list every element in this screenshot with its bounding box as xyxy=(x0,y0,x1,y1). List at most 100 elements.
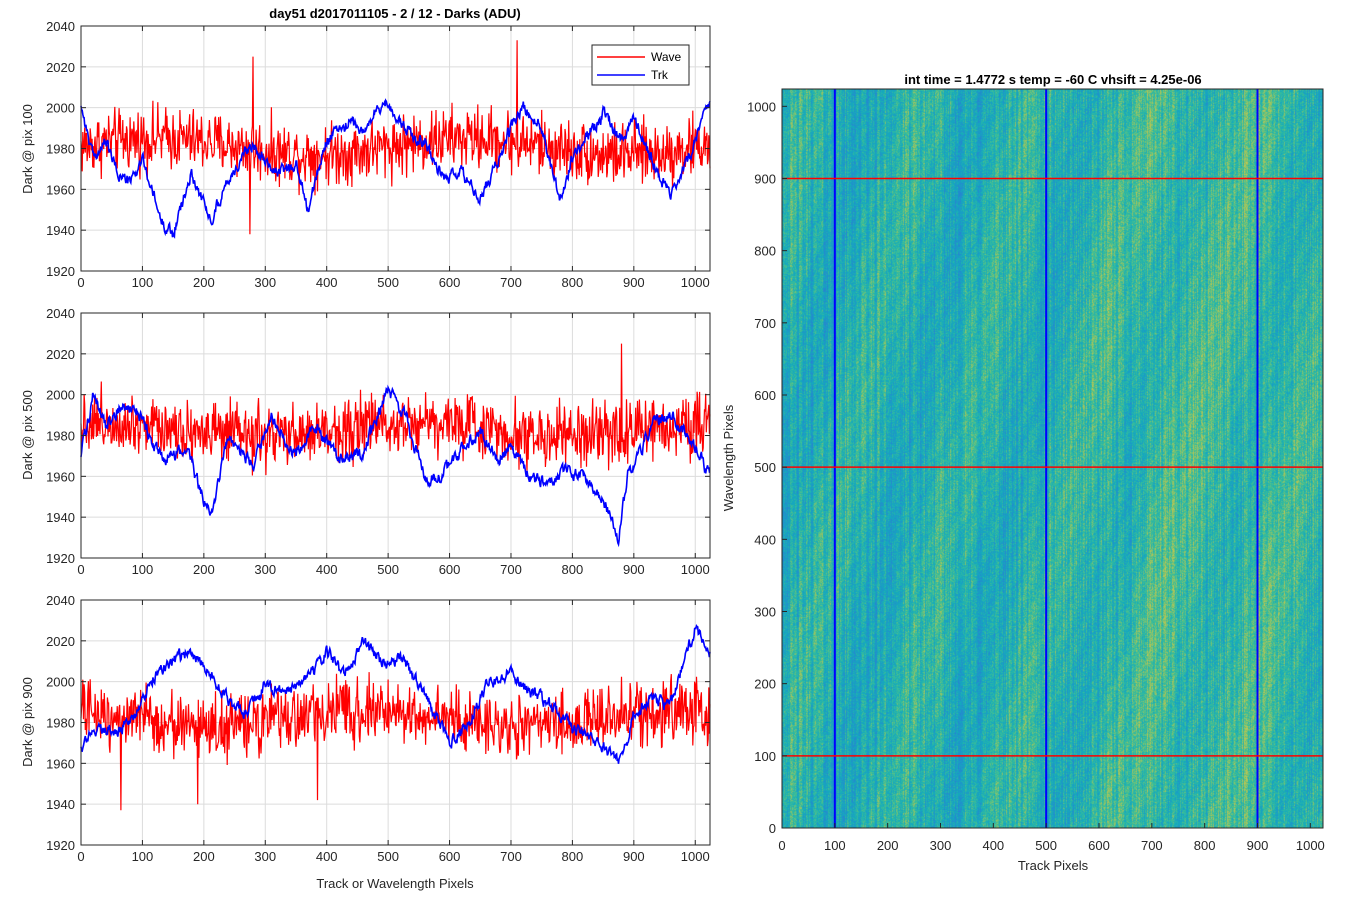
x-tick-label: 800 xyxy=(562,562,584,577)
heatmap-x-tick-label: 900 xyxy=(1247,838,1269,853)
series-line-wave xyxy=(80,672,711,811)
heatmap-image xyxy=(782,89,1323,828)
heatmap-title: int time = 1.4772 s temp = -60 C vhsift … xyxy=(904,72,1201,87)
y-tick-label: 1960 xyxy=(46,469,75,484)
y-tick-label: 2000 xyxy=(46,388,75,403)
heatmap-x-tick-label: 800 xyxy=(1194,838,1216,853)
x-tick-label: 400 xyxy=(316,275,338,290)
heatmap-y-tick-label: 500 xyxy=(754,460,776,475)
x-tick-label: 1000 xyxy=(681,562,710,577)
x-tick-label: 200 xyxy=(193,849,215,864)
heatmap-y-tick-label: 100 xyxy=(754,749,776,764)
x-tick-label: 500 xyxy=(377,849,399,864)
y-tick-label: 1960 xyxy=(46,756,75,771)
x-tick-label: 200 xyxy=(193,562,215,577)
series-line-wave xyxy=(80,40,711,235)
heatmap-y-tick-label: 900 xyxy=(754,171,776,186)
x-tick-label: 800 xyxy=(562,849,584,864)
x-tick-label: 500 xyxy=(377,275,399,290)
x-tick-label: 600 xyxy=(439,275,461,290)
heatmap-x-tick-label: 400 xyxy=(982,838,1004,853)
legend-box xyxy=(591,44,690,86)
x-tick-label: 300 xyxy=(254,275,276,290)
x-tick-label: 1000 xyxy=(681,849,710,864)
y-tick-label: 2020 xyxy=(46,347,75,362)
y-tick-label: 2000 xyxy=(46,101,75,116)
series-line-trk xyxy=(80,384,711,548)
heatmap-panel: int time = 1.4772 s temp = -60 C vhsift … xyxy=(721,72,1325,873)
series-line-trk xyxy=(80,623,711,764)
heatmap-y-tick-label: 700 xyxy=(754,316,776,331)
y-tick-label: 2020 xyxy=(46,634,75,649)
heatmap-y-tick-label: 1000 xyxy=(747,99,776,114)
y-tick-label: 2040 xyxy=(46,19,75,34)
heatmap-y-tick-label: 200 xyxy=(754,677,776,692)
series-line-wave xyxy=(80,343,711,476)
heatmap-y-tick-label: 600 xyxy=(754,388,776,403)
heatmap-x-tick-label: 100 xyxy=(824,838,846,853)
y-tick-label: 1920 xyxy=(46,838,75,853)
y-tick-label: 1980 xyxy=(46,716,75,731)
heatmap-marker-lines xyxy=(782,89,1323,828)
y-tick-label: 1920 xyxy=(46,264,75,279)
y-tick-label: 1960 xyxy=(46,182,75,197)
heatmap-y-tick-label: 800 xyxy=(754,244,776,259)
y-tick-label: 2000 xyxy=(46,675,75,690)
x-tick-label: 700 xyxy=(500,849,522,864)
heatmap-x-tick-label: 300 xyxy=(930,838,952,853)
heatmap-x-tick-label: 200 xyxy=(877,838,899,853)
heatmap-y-axis-label: Wavelength Pixels xyxy=(721,404,736,511)
x-tick-label: 900 xyxy=(623,275,645,290)
y-tick-label: 1940 xyxy=(46,223,75,238)
heatmap-y-tick-label: 0 xyxy=(769,821,776,836)
x-tick-label: 1000 xyxy=(681,275,710,290)
x-tick-label: 900 xyxy=(623,562,645,577)
heatmap-axes: 0 100 200 300 400 500 600 700 800 900 1000 0 100 200 3… xyxy=(747,88,1325,853)
chart-title: day51 d2017011105 - 2 / 12 - Darks (ADU) xyxy=(269,6,520,21)
x-tick-label: 100 xyxy=(132,275,154,290)
x-tick-label: 800 xyxy=(562,275,584,290)
x-tick-label: 700 xyxy=(500,275,522,290)
panel-3-axes: 0 100 200 300 400 500 600 700 800 900 1000 1920 1940… xyxy=(46,593,711,864)
x-tick-label: 300 xyxy=(254,562,276,577)
y-tick-label: 2020 xyxy=(46,60,75,75)
y-tick-label: 1980 xyxy=(46,142,75,157)
x-tick-label: 600 xyxy=(439,849,461,864)
panel-2-axes: 0 100 200 300 400 500 600 700 800 900 1000 1920 1940… xyxy=(46,306,711,577)
x-tick-label: 200 xyxy=(193,275,215,290)
x-tick-label: 300 xyxy=(254,849,276,864)
y-tick-label: 1980 xyxy=(46,429,75,444)
legend-label-trk: Trk xyxy=(651,68,669,82)
x-tick-label: 100 xyxy=(132,562,154,577)
legend: Wave Trk xyxy=(591,44,690,86)
panel-1-y-axis-label: Dark @ pix 100 xyxy=(20,104,35,194)
panel-3-y-axis-label: Dark @ pix 900 xyxy=(20,677,35,767)
heatmap-x-tick-label: 500 xyxy=(1035,838,1057,853)
heatmap-x-axis-label: Track Pixels xyxy=(1018,858,1089,873)
legend-label-wave: Wave xyxy=(651,50,682,64)
series-line-trk xyxy=(80,98,711,239)
panel-1-axes: 0 100 200 300 400 500 600 700 800 900 1000 1920 1940… xyxy=(46,19,711,290)
x-tick-label: 500 xyxy=(377,562,399,577)
y-tick-label: 2040 xyxy=(46,593,75,608)
x-tick-label: 900 xyxy=(623,849,645,864)
panel-2-y-axis-label: Dark @ pix 500 xyxy=(20,390,35,480)
y-tick-label: 1920 xyxy=(46,551,75,566)
y-tick-label: 2040 xyxy=(46,306,75,321)
line-panel-1: 0 100 200 300 400 500 600 700 800 900 1000 1920 1940… xyxy=(20,19,711,290)
line-panel-3: 0 100 200 300 400 500 600 700 800 900 1000 1920 1940… xyxy=(20,593,711,891)
x-tick-label: 100 xyxy=(132,849,154,864)
heatmap-y-tick-label: 400 xyxy=(754,532,776,547)
panel-1-plot-area xyxy=(80,40,711,239)
x-tick-label: 600 xyxy=(439,562,461,577)
heatmap-x-tick-label: 700 xyxy=(1141,838,1163,853)
x-tick-label: 400 xyxy=(316,562,338,577)
line-panel-2: 0 100 200 300 400 500 600 700 800 900 1000 1920 1940… xyxy=(20,306,711,577)
x-tick-label: 700 xyxy=(500,562,522,577)
heatmap-x-tick-label: 0 xyxy=(778,838,785,853)
heatmap-x-tick-label: 1000 xyxy=(1296,838,1325,853)
x-tick-label: 0 xyxy=(77,562,84,577)
heatmap-axes-box xyxy=(781,88,1324,829)
y-tick-label: 1940 xyxy=(46,797,75,812)
